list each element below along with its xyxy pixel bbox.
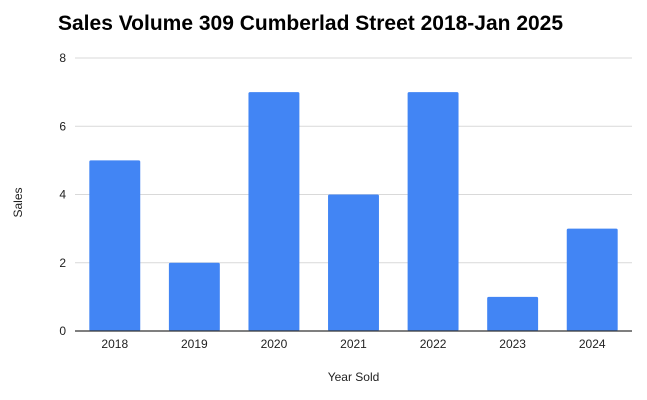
bars	[89, 92, 618, 331]
chart-title: Sales Volume 309 Cumberlad Street 2018-J…	[58, 12, 564, 35]
y-tick-label: 8	[59, 51, 66, 65]
bar-2022	[407, 92, 459, 331]
bar-2020	[248, 92, 300, 331]
y-tick-label: 2	[59, 256, 66, 270]
x-axis-label: Year Sold	[328, 370, 380, 384]
bar-2019	[168, 262, 220, 331]
x-tick-label: 2024	[579, 337, 606, 351]
bar-2024	[566, 228, 618, 331]
x-axis-ticks: 2018 2019 2020 2021 2022 2023 2024	[101, 337, 605, 351]
x-tick-label: 2022	[420, 337, 447, 351]
x-tick-label: 2018	[101, 337, 128, 351]
x-tick-label: 2023	[499, 337, 526, 351]
x-tick-label: 2020	[261, 337, 288, 351]
y-tick-label: 4	[59, 188, 66, 202]
bar-2018	[89, 160, 141, 331]
x-tick-label: 2019	[181, 337, 208, 351]
x-tick-label: 2021	[340, 337, 367, 351]
y-axis-label: Sales	[11, 187, 25, 217]
y-tick-label: 0	[59, 324, 66, 338]
y-axis-ticks: 0 2 4 6 8	[59, 51, 66, 338]
y-tick-label: 6	[59, 119, 66, 133]
bar-2021	[328, 194, 379, 331]
bar-2023	[487, 296, 539, 331]
